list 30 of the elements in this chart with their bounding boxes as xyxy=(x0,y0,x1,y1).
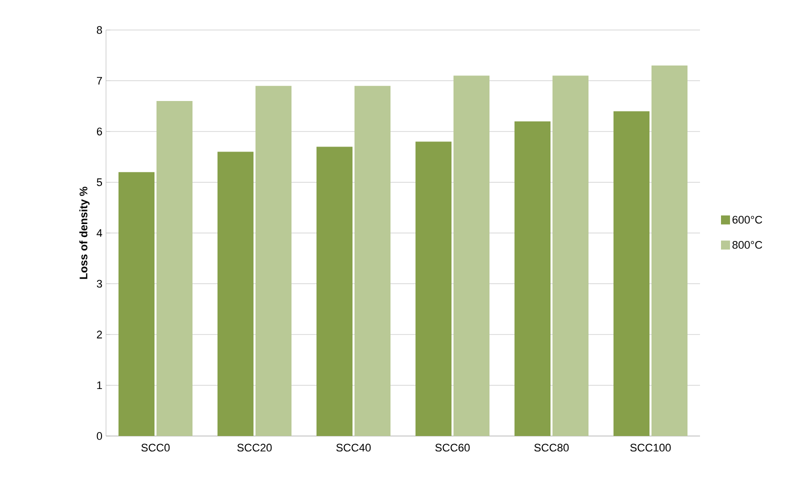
x-tick-label: SCC60 xyxy=(435,444,470,452)
y-tick-label: 7 xyxy=(96,76,102,85)
bar xyxy=(614,111,650,436)
bar xyxy=(316,146,353,436)
bar xyxy=(514,121,551,436)
bar xyxy=(651,66,688,436)
bar xyxy=(416,142,452,436)
bar xyxy=(218,152,254,436)
y-tick-label: 3 xyxy=(96,280,102,288)
x-tick-label: SCC80 xyxy=(534,444,569,452)
x-tick-label: SCC20 xyxy=(237,444,272,452)
y-tick-label: 4 xyxy=(96,229,102,237)
y-tick-label: 8 xyxy=(96,26,102,34)
bar xyxy=(354,86,390,436)
legend-label: 800°C xyxy=(732,241,762,249)
y-tick-label: 0 xyxy=(96,432,102,440)
bar xyxy=(156,101,192,436)
y-tick-label: 2 xyxy=(96,330,102,338)
bar xyxy=(118,172,155,436)
bar xyxy=(453,76,490,436)
y-axis-title: Loss of density % xyxy=(79,186,90,279)
y-tick-label: 5 xyxy=(96,178,102,186)
y-tick-label: 1 xyxy=(97,381,102,390)
bar xyxy=(552,76,588,436)
y-tick-label: 6 xyxy=(96,128,102,136)
x-tick-label: SCC0 xyxy=(141,444,170,452)
x-tick-label: SCC40 xyxy=(336,444,371,452)
x-tick-label: SCC100 xyxy=(630,444,671,452)
legend-label: 600°C xyxy=(732,216,762,224)
bar xyxy=(255,86,292,436)
